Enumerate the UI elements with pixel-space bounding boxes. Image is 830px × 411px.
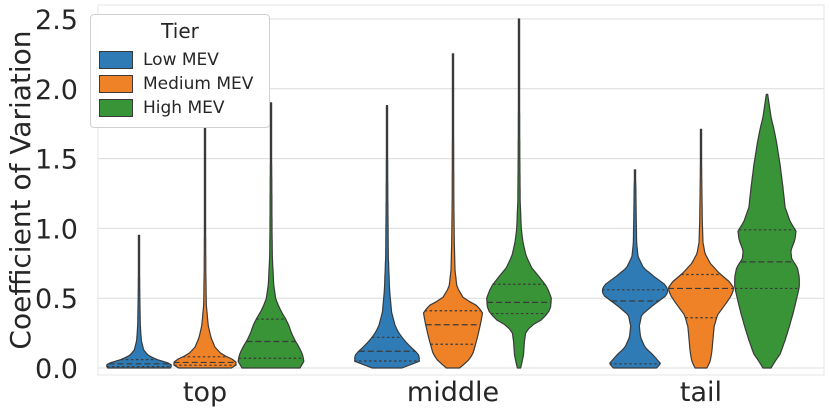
- y-tick-label: 1.5: [35, 145, 78, 176]
- legend: Tier Low MEV Medium MEV High MEV: [90, 14, 270, 128]
- legend-label-medium-mev: Medium MEV: [143, 74, 254, 94]
- legend-item-medium-mev: Medium MEV: [99, 73, 253, 95]
- violin-high-mev-top: [237, 102, 305, 369]
- x-tick-label: tail: [680, 377, 722, 408]
- violin-medium-mev-tail: [668, 128, 734, 369]
- y-tick-labels: 0.0 0.5 1.0 1.5 2.0 2.5: [35, 5, 78, 385]
- y-axis-label: Coefficient of Variation: [4, 30, 37, 349]
- violins: [106, 18, 800, 369]
- y-tick-label: 0.5: [35, 284, 78, 315]
- plot-area-frame: [97, 4, 825, 376]
- violin-medium-mev-middle: [422, 53, 484, 369]
- legend-swatch-low-mev: [99, 51, 133, 69]
- y-tick-label: 1.0: [35, 214, 78, 245]
- legend-label-high-mev: High MEV: [143, 98, 225, 118]
- violin-medium-mev-top: [173, 127, 237, 369]
- violin-high-mev-tail: [734, 93, 800, 369]
- legend-label-low-mev: Low MEV: [143, 50, 219, 70]
- y-tick-label: 0.0: [35, 354, 78, 385]
- x-tick-labels: top middle tail: [183, 377, 722, 408]
- violin-low-mev-tail: [601, 169, 669, 369]
- violin-low-mev-top: [106, 234, 172, 369]
- legend-swatch-high-mev: [99, 99, 133, 117]
- legend-item-high-mev: High MEV: [99, 97, 225, 119]
- violin-high-mev-middle: [486, 18, 552, 369]
- x-tick-label: middle: [407, 377, 499, 408]
- y-tick-label: 2.0: [35, 75, 78, 106]
- legend-swatch-medium-mev: [99, 75, 133, 93]
- violin-low-mev-middle: [354, 105, 420, 369]
- legend-title: Tier: [161, 19, 199, 43]
- legend-item-low-mev: Low MEV: [99, 49, 219, 71]
- y-tick-label: 2.5: [35, 5, 78, 36]
- x-tick-label: top: [183, 377, 227, 408]
